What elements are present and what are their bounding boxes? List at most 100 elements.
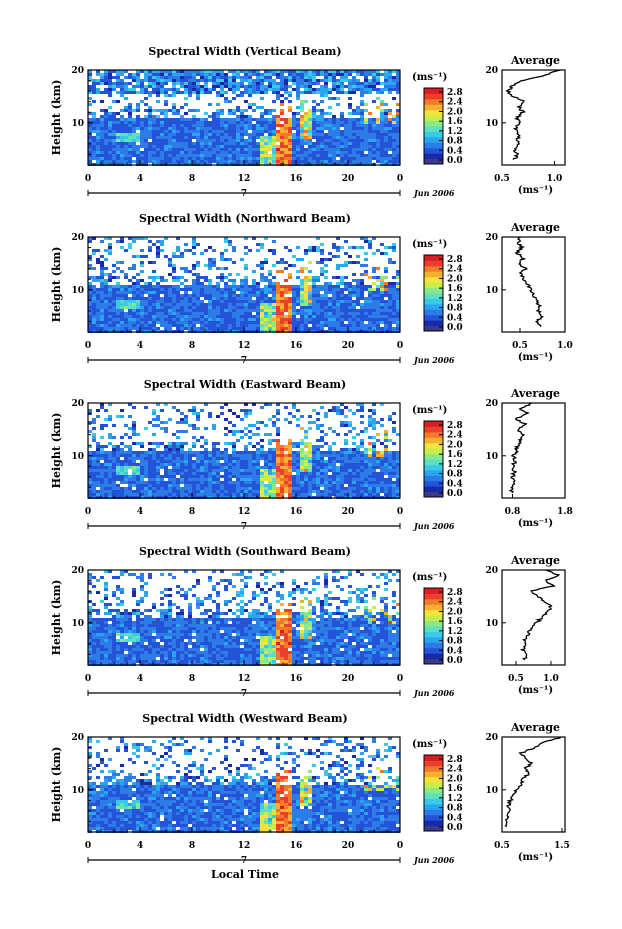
heatmap-cell	[248, 297, 252, 300]
heatmap-cell	[352, 160, 356, 163]
average-y-tick-label: 20	[485, 233, 498, 243]
heatmap-cell	[388, 294, 392, 297]
heatmap-cell	[376, 106, 380, 109]
heatmap-cell	[396, 127, 400, 130]
heatmap-cell	[192, 297, 196, 300]
heatmap-cell	[116, 100, 120, 103]
heatmap-cell	[208, 91, 212, 94]
heatmap-cell	[88, 88, 92, 91]
heatmap-cell	[224, 315, 228, 318]
heatmap-cell	[168, 445, 172, 448]
heatmap-cell	[292, 445, 296, 448]
heatmap-cell	[224, 79, 228, 82]
heatmap-cell	[224, 294, 228, 297]
heatmap-cell	[152, 145, 156, 148]
heatmap-cell	[272, 475, 276, 478]
heatmap-cell	[356, 109, 360, 112]
heatmap-cell	[120, 463, 124, 466]
heatmap-cell	[164, 91, 168, 94]
heatmap-cell	[200, 321, 204, 324]
heatmap-cell	[280, 157, 284, 160]
heatmap-cell	[336, 73, 340, 76]
colorbar-tick-label: 2.0	[447, 274, 463, 284]
heatmap-cell	[320, 145, 324, 148]
heatmap-cell	[208, 267, 212, 270]
heatmap-cell	[156, 321, 160, 324]
heatmap-cell	[276, 475, 280, 478]
heatmap-cell	[268, 439, 272, 442]
heatmap-cell	[324, 412, 328, 415]
heatmap-cell	[348, 318, 352, 321]
heatmap-cell	[188, 91, 192, 94]
heatmap-cell	[252, 148, 256, 151]
heatmap-cell	[132, 451, 136, 454]
heatmap-cell	[392, 115, 396, 118]
heatmap-cell	[284, 160, 288, 163]
heatmap-cell	[244, 303, 248, 306]
heatmap-cell	[244, 475, 248, 478]
heatmap-cell	[348, 261, 352, 264]
heatmap-cell	[336, 412, 340, 415]
heatmap-cell	[172, 448, 176, 451]
heatmap-cell	[180, 130, 184, 133]
heatmap-cell	[264, 466, 268, 469]
heatmap-cell	[148, 73, 152, 76]
heatmap-cell	[288, 160, 292, 163]
heatmap-cell	[204, 112, 208, 115]
heatmap-cell	[184, 312, 188, 315]
heatmap-cell	[304, 285, 308, 288]
heatmap-cell	[112, 463, 116, 466]
heatmap-cell	[92, 433, 96, 436]
heatmap-cell	[300, 451, 304, 454]
heatmap-cell	[388, 457, 392, 460]
heatmap-cell	[360, 103, 364, 106]
heatmap-cell	[316, 82, 320, 85]
heatmap-cell	[392, 454, 396, 457]
heatmap-cell	[304, 136, 308, 139]
heatmap-cell	[252, 478, 256, 481]
heatmap-cell	[108, 403, 112, 406]
heatmap-cell	[156, 136, 160, 139]
colorbar-tick-label: 2.4	[447, 98, 463, 108]
heatmap-cell	[240, 469, 244, 472]
heatmap-cell	[284, 118, 288, 121]
heatmap-cell	[364, 475, 368, 478]
heatmap-cell	[260, 451, 264, 454]
heatmap-cell	[276, 82, 280, 85]
heatmap-cell	[196, 142, 200, 145]
heatmap-cell	[196, 130, 200, 133]
heatmap-cell	[336, 121, 340, 124]
heatmap-cell	[256, 466, 260, 469]
heatmap-cell	[292, 133, 296, 136]
heatmap-cell	[160, 475, 164, 478]
heatmap-cell	[280, 288, 284, 291]
heatmap-cell	[320, 315, 324, 318]
heatmap-cell	[336, 303, 340, 306]
heatmap-cell	[200, 124, 204, 127]
average-y-tick-label: 20	[485, 66, 498, 76]
heatmap-cell	[156, 291, 160, 294]
heatmap-cell	[352, 88, 356, 91]
heatmap-cell	[296, 82, 300, 85]
heatmap-cell	[256, 421, 260, 424]
heatmap-cell	[356, 454, 360, 457]
heatmap-cell	[252, 475, 256, 478]
heatmap-cell	[108, 139, 112, 142]
heatmap-cell	[212, 442, 216, 445]
heatmap-cell	[344, 318, 348, 321]
heatmap-cell	[216, 121, 220, 124]
heatmap-cell	[296, 127, 300, 130]
heatmap-cell	[332, 442, 336, 445]
heatmap-cell	[320, 121, 324, 124]
heatmap-cell	[348, 124, 352, 127]
heatmap-cell	[276, 403, 280, 406]
heatmap-cell	[276, 466, 280, 469]
heatmap-cell	[216, 70, 220, 73]
heatmap-cell	[284, 457, 288, 460]
heatmap-cell	[248, 249, 252, 252]
heatmap-cell	[120, 124, 124, 127]
heatmap-cell	[384, 469, 388, 472]
heatmap-cell	[144, 282, 148, 285]
heatmap-cell	[364, 285, 368, 288]
